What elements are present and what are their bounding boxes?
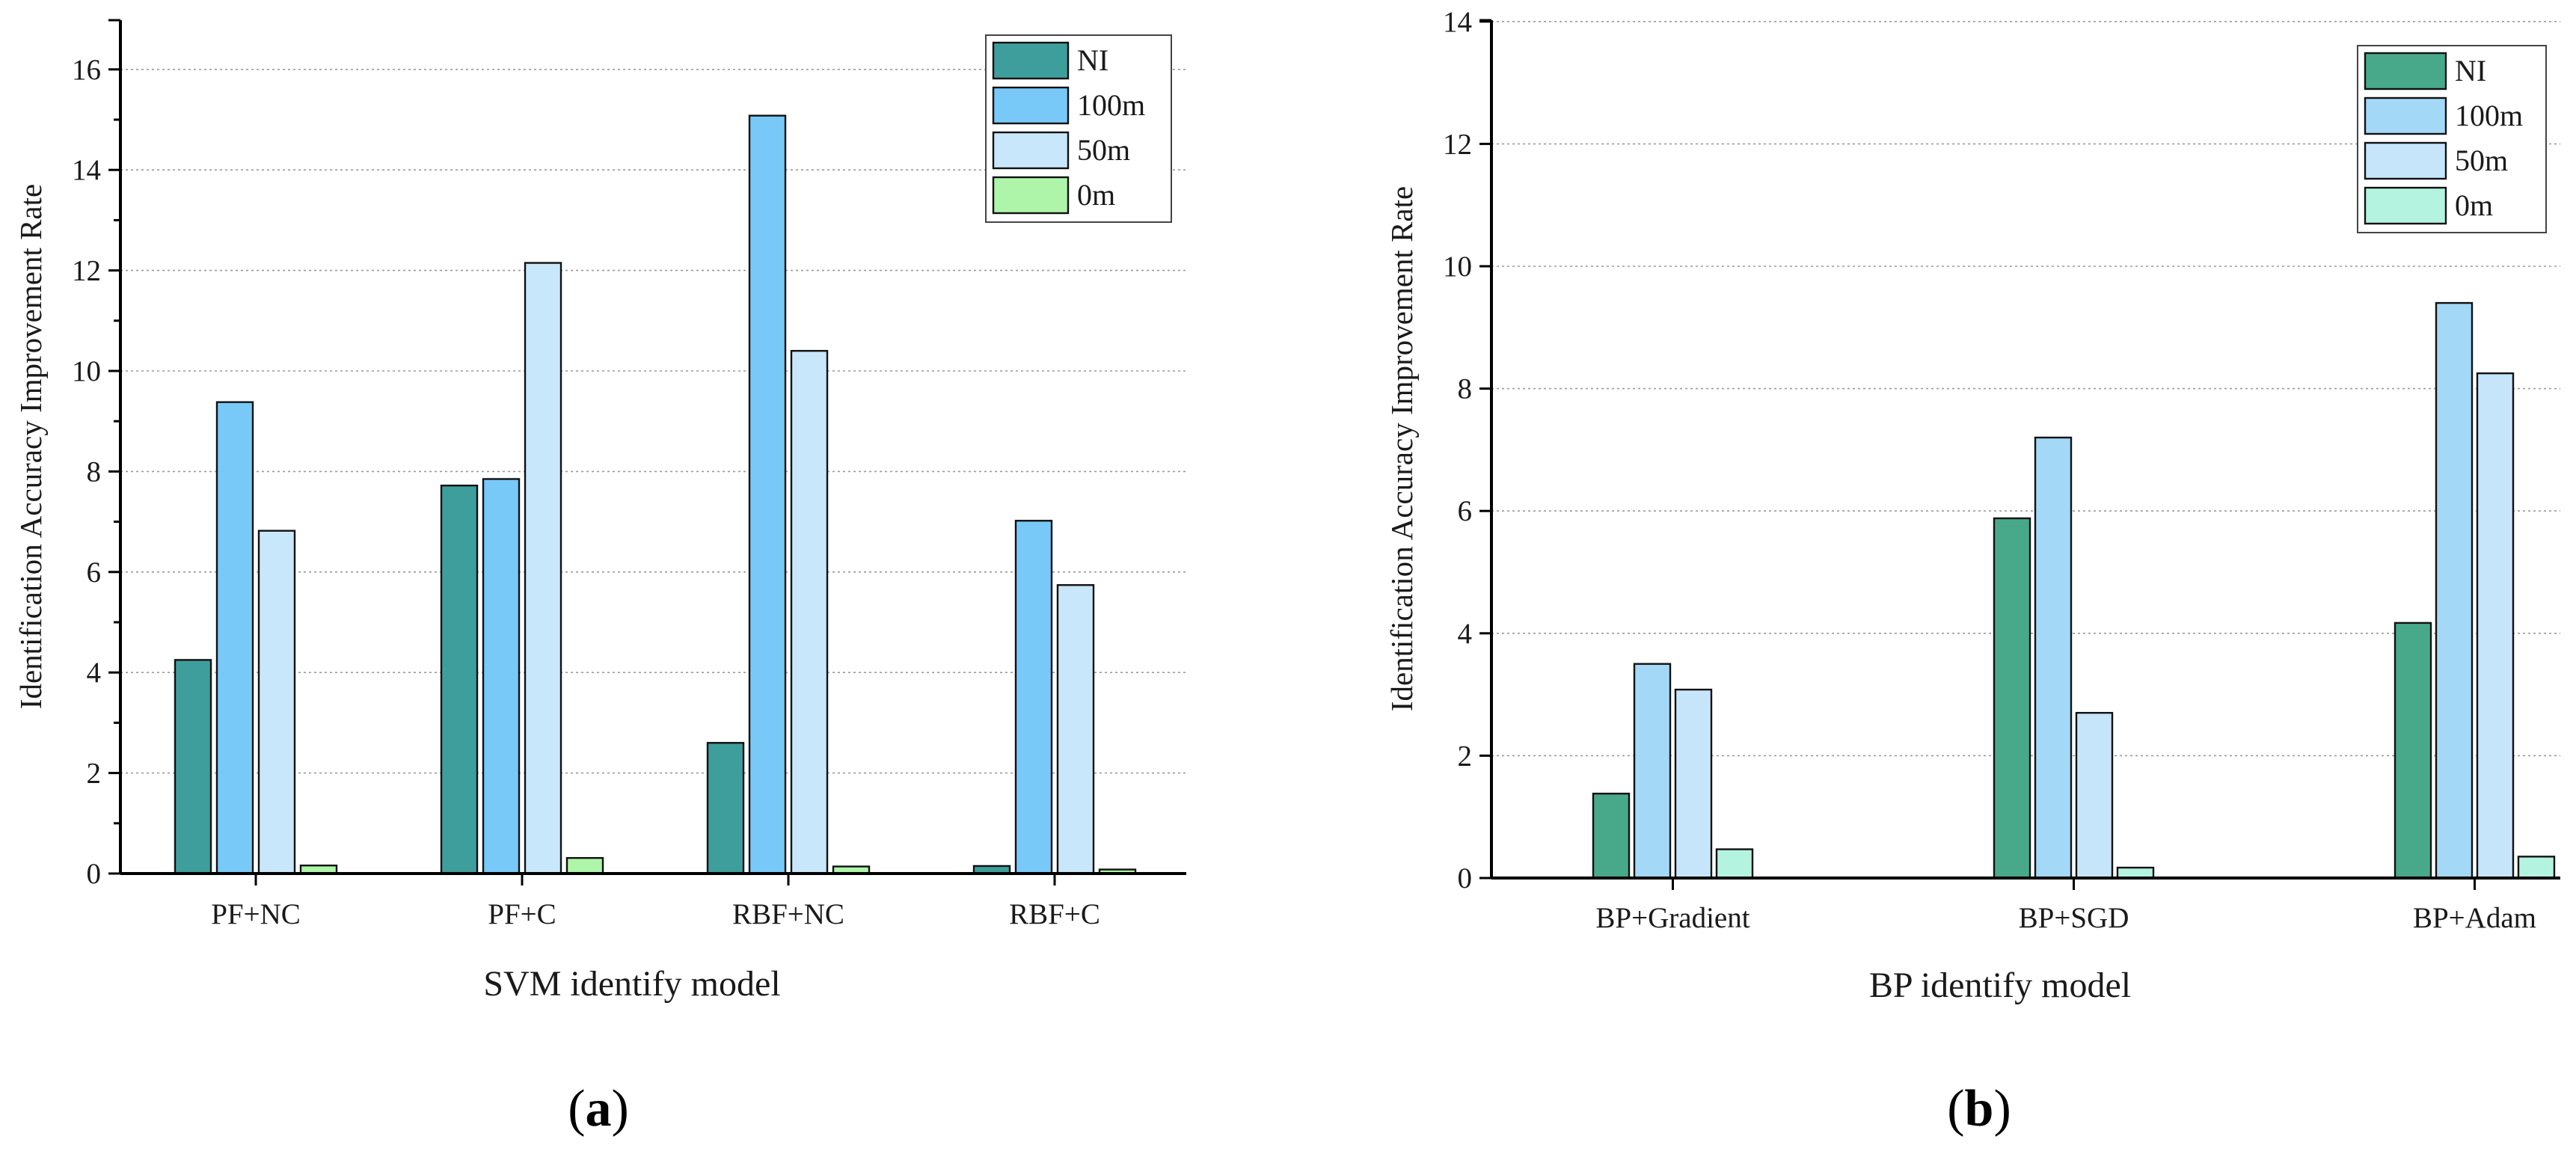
y-tick-label: 12 — [72, 255, 101, 287]
panel-a-x-axis-label: SVM identify model — [483, 964, 780, 1004]
bar-NI-RBF+NC — [706, 742, 745, 875]
legend-swatch-50m — [992, 131, 1070, 170]
bar-NI-PF+NC — [174, 659, 212, 875]
legend-label-100m: 100m — [2455, 99, 2523, 132]
panel-a-x-ticks: PF+NC PF+C RBF+NC RBF+C — [211, 874, 1100, 930]
legend-swatch-50m — [2364, 141, 2447, 180]
bar-50m-BP+SGD — [2075, 711, 2114, 880]
x-tick-label: PF+NC — [211, 898, 301, 930]
y-tick-label: 12 — [1443, 128, 1472, 160]
y-tick-label: 2 — [1458, 740, 1473, 772]
legend-label-50m: 50m — [2455, 144, 2508, 177]
bar-100m-RBF+C — [1014, 520, 1053, 875]
panel-b-y-axis-label: Identification Accuracy Improvement Rate — [1384, 186, 1419, 711]
panel-a-legend: NI 100m 50m 0m — [985, 34, 1172, 223]
legend-label-0m: 0m — [2455, 188, 2493, 222]
legend-swatch-0m — [992, 176, 1070, 215]
bar-NI-PF+C — [440, 485, 479, 875]
bar-50m-BP+Gradient — [1674, 688, 1713, 880]
panel-a-y-axis-label: Identification Accuracy Improvement Rate — [13, 184, 48, 709]
y-tick-label: 0 — [1458, 862, 1473, 894]
legend-swatch-0m — [2364, 186, 2447, 225]
legend-label-NI: NI — [1077, 43, 1108, 77]
y-tick-label: 16 — [72, 54, 101, 86]
panel-a-caption-letter: a — [586, 1080, 612, 1138]
y-tick-label: 0 — [87, 858, 102, 890]
bar-0m-BP+Adam — [2517, 856, 2556, 880]
panel-b-y-ticks: 0 2 4 6 8 10 12 14 — [1443, 6, 1491, 894]
y-tick-label: 6 — [87, 556, 102, 589]
bar-100m-BP+SGD — [2034, 436, 2073, 880]
y-tick-label: 8 — [1458, 373, 1473, 405]
legend-label-100m: 100m — [1077, 88, 1145, 122]
panel-a-y-ticks: 0 2 4 6 8 10 12 14 16 — [72, 19, 120, 890]
legend-label-NI: NI — [2455, 54, 2486, 88]
y-tick-label: 8 — [87, 455, 102, 488]
legend-swatch-NI — [992, 41, 1070, 80]
x-tick-label: RBF+C — [1009, 898, 1100, 930]
x-tick-label: BP+Adam — [2413, 902, 2536, 934]
x-tick-label: BP+Gradient — [1595, 902, 1749, 934]
legend-swatch-NI — [2364, 52, 2447, 90]
bar-0m-BP+SGD — [2116, 866, 2155, 880]
bar-50m-PF+NC — [257, 530, 296, 875]
bar-50m-RBF+NC — [790, 349, 829, 875]
panel-b-bars — [1592, 301, 2556, 880]
bar-100m-BP+Gradient — [1633, 663, 1672, 880]
bar-100m-PF+NC — [215, 401, 254, 875]
bar-50m-RBF+C — [1056, 584, 1095, 875]
y-tick-label: 14 — [72, 154, 101, 186]
y-tick-label: 4 — [87, 657, 102, 689]
panel-b-x-ticks: BP+Gradient BP+SGD BP+Adam — [1595, 878, 2536, 934]
x-tick-label: BP+SGD — [2019, 902, 2129, 934]
panel-b-caption-letter: b — [1965, 1080, 1994, 1138]
bar-50m-BP+Adam — [2476, 372, 2515, 880]
bar-0m-PF+C — [565, 856, 604, 875]
panel-b-x-axis-label: BP identify model — [1869, 966, 2131, 1005]
legend-swatch-100m — [2364, 96, 2447, 135]
panel-b-legend: NI 100m 50m 0m — [2357, 45, 2547, 233]
y-tick-label: 14 — [1443, 6, 1472, 38]
y-tick-label: 10 — [72, 355, 101, 387]
y-tick-label: 6 — [1458, 495, 1473, 527]
bar-NI-BP+Gradient — [1592, 792, 1631, 880]
panel-a-caption: (a) — [568, 1080, 629, 1138]
legend-swatch-100m — [992, 86, 1070, 125]
bar-50m-PF+C — [524, 262, 562, 875]
legend-label-50m: 50m — [1077, 133, 1130, 167]
bar-NI-BP+SGD — [1993, 517, 2031, 880]
bar-100m-PF+C — [482, 478, 521, 875]
panel-a-svm-chart: 0 2 4 6 8 10 12 14 16 PF+NC PF+C RBF+NC RBF+C Ident… — [13, 19, 1186, 1138]
bar-100m-RBF+NC — [748, 114, 787, 875]
bar-NI-BP+Adam — [2393, 621, 2432, 880]
y-tick-label: 10 — [1443, 251, 1472, 283]
panel-b-caption: (b) — [1947, 1080, 2011, 1138]
x-tick-label: RBF+NC — [732, 898, 844, 930]
panel-b-bp-chart: 0 2 4 6 8 10 12 14 BP+Gradient BP+SGD BP+Adam Ide… — [1384, 6, 2560, 1138]
bar-100m-BP+Adam — [2435, 301, 2474, 880]
y-tick-label: 4 — [1458, 618, 1473, 650]
y-tick-label: 2 — [87, 758, 102, 790]
legend-label-0m: 0m — [1077, 178, 1115, 212]
bar-0m-BP+Gradient — [1715, 848, 1754, 880]
panel-a-bars — [174, 114, 1137, 875]
x-tick-label: PF+C — [488, 898, 556, 930]
